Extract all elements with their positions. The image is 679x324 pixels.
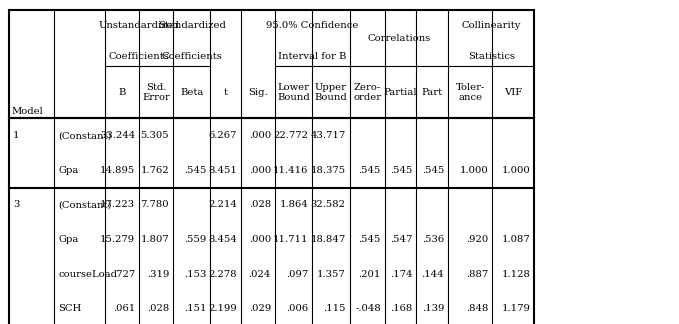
Text: .319: .319 <box>147 270 169 279</box>
Text: .024: .024 <box>249 270 271 279</box>
Text: .097: .097 <box>286 270 308 279</box>
Text: 1.087: 1.087 <box>502 235 530 244</box>
Text: .000: .000 <box>249 131 271 140</box>
Text: 1.807: 1.807 <box>141 235 169 244</box>
Text: 8.451: 8.451 <box>208 166 237 175</box>
Text: .545: .545 <box>184 166 206 175</box>
Text: t: t <box>224 88 227 97</box>
Text: 18.375: 18.375 <box>310 166 346 175</box>
Text: .545: .545 <box>359 166 381 175</box>
Text: .559: .559 <box>184 235 206 244</box>
Text: .545: .545 <box>390 166 412 175</box>
Text: 17.223: 17.223 <box>100 201 135 209</box>
Text: .174: .174 <box>390 270 412 279</box>
Text: Unstandardized: Unstandardized <box>98 21 180 30</box>
Text: Std.
Error: Std. Error <box>142 83 170 102</box>
Text: 43.717: 43.717 <box>310 131 346 140</box>
Text: Lower
Bound: Lower Bound <box>277 83 310 102</box>
Text: 6.267: 6.267 <box>208 131 237 140</box>
Text: 3: 3 <box>13 201 19 209</box>
Text: .545: .545 <box>422 166 444 175</box>
Text: Correlations: Correlations <box>367 34 430 42</box>
Text: 1.179: 1.179 <box>501 305 530 313</box>
Text: .000: .000 <box>249 235 271 244</box>
Text: .201: .201 <box>359 270 381 279</box>
Text: .153: .153 <box>184 270 206 279</box>
Text: 2.199: 2.199 <box>208 305 237 313</box>
Text: .061: .061 <box>113 305 135 313</box>
Text: (Constant): (Constant) <box>58 131 112 140</box>
Text: (Constant): (Constant) <box>58 201 112 209</box>
Text: 33.244: 33.244 <box>100 131 135 140</box>
Text: Collinearity: Collinearity <box>462 21 521 30</box>
Text: 95.0% Confidence: 95.0% Confidence <box>266 21 359 30</box>
Text: .151: .151 <box>184 305 206 313</box>
Text: Coefficients: Coefficients <box>109 52 170 61</box>
Text: SCH: SCH <box>58 305 81 313</box>
Text: .545: .545 <box>359 235 381 244</box>
Text: 11.416: 11.416 <box>273 166 308 175</box>
Text: .144: .144 <box>422 270 444 279</box>
Text: Coefficients: Coefficients <box>162 52 222 61</box>
Text: .115: .115 <box>323 305 346 313</box>
Text: Gpa: Gpa <box>58 235 79 244</box>
Text: 2.214: 2.214 <box>208 201 237 209</box>
Text: 1.000: 1.000 <box>460 166 488 175</box>
Text: 15.279: 15.279 <box>100 235 135 244</box>
Text: 2.278: 2.278 <box>208 270 237 279</box>
Text: Partial: Partial <box>384 88 418 97</box>
Text: 8.454: 8.454 <box>208 235 237 244</box>
Text: .547: .547 <box>390 235 412 244</box>
Text: .139: .139 <box>422 305 444 313</box>
Text: 14.895: 14.895 <box>100 166 135 175</box>
Text: .536: .536 <box>422 235 444 244</box>
Text: .000: .000 <box>249 166 271 175</box>
Text: Statistics: Statistics <box>468 52 515 61</box>
Text: .168: .168 <box>390 305 412 313</box>
Text: Model: Model <box>12 107 43 116</box>
Text: .887: .887 <box>466 270 488 279</box>
Text: Beta: Beta <box>180 88 204 97</box>
Text: 11.711: 11.711 <box>273 235 308 244</box>
Text: B: B <box>119 88 126 97</box>
Text: Upper
Bound: Upper Bound <box>314 83 348 102</box>
Text: 32.582: 32.582 <box>310 201 346 209</box>
Text: 7.780: 7.780 <box>141 201 169 209</box>
Text: Zero-
order: Zero- order <box>353 83 382 102</box>
Text: Part: Part <box>422 88 443 97</box>
Text: courseLoad: courseLoad <box>58 270 117 279</box>
Text: 1.128: 1.128 <box>501 270 530 279</box>
Text: 1.762: 1.762 <box>141 166 169 175</box>
Text: Gpa: Gpa <box>58 166 79 175</box>
Text: 22.772: 22.772 <box>273 131 308 140</box>
Text: .028: .028 <box>147 305 169 313</box>
Text: Interval for B: Interval for B <box>278 52 346 61</box>
Text: .848: .848 <box>466 305 488 313</box>
Text: Toler-
ance: Toler- ance <box>456 83 485 102</box>
Text: VIF: VIF <box>504 88 522 97</box>
Text: .028: .028 <box>249 201 271 209</box>
Text: -.048: -.048 <box>355 305 381 313</box>
Text: Sig.: Sig. <box>249 88 268 97</box>
Text: 1: 1 <box>13 131 20 140</box>
Text: .029: .029 <box>249 305 271 313</box>
Text: 1.864: 1.864 <box>280 201 308 209</box>
Text: .006: .006 <box>286 305 308 313</box>
Text: Standardized: Standardized <box>158 21 225 30</box>
Text: .727: .727 <box>113 270 135 279</box>
Text: .920: .920 <box>466 235 488 244</box>
Text: 18.847: 18.847 <box>310 235 346 244</box>
Text: 1.357: 1.357 <box>317 270 346 279</box>
Text: 1.000: 1.000 <box>502 166 530 175</box>
Text: 5.305: 5.305 <box>141 131 169 140</box>
